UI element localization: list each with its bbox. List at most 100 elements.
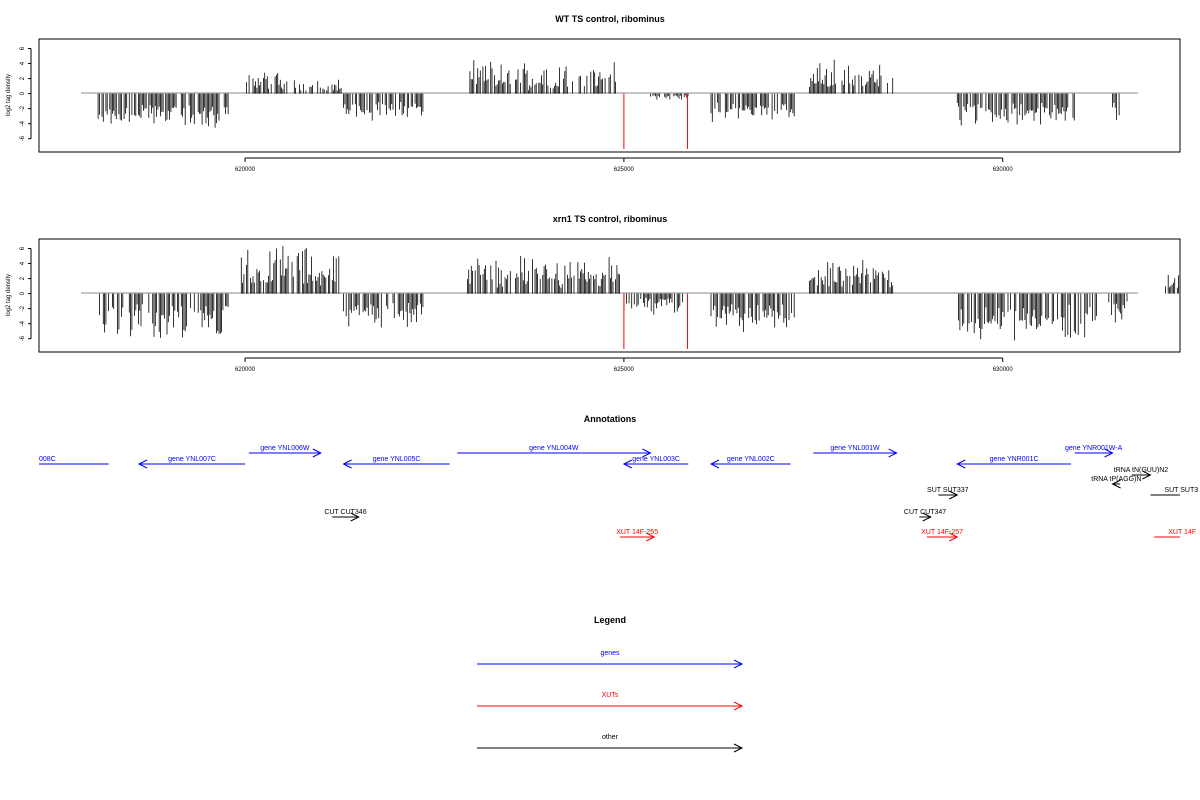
annotation-label: XUT 14F-255 [616, 529, 658, 536]
annotation-label: XUT 14F [1168, 529, 1196, 536]
annotation-label: SUT SUT337 [927, 487, 969, 494]
legend-label: genes [600, 650, 620, 657]
panel-xrn1-markers [623, 293, 689, 349]
legend-entry: XUTs [477, 692, 744, 711]
annotation-label: 008C [39, 456, 56, 463]
y-tick-label: -4 [20, 320, 26, 326]
legend-arrowhead [733, 701, 744, 711]
annotation-feature: SUT SUT337 [927, 487, 969, 500]
arrowhead-right [922, 512, 932, 522]
panel-wt-bars [97, 59, 1120, 128]
arrowhead-right [645, 532, 656, 542]
panel-xrn1-frame [38, 238, 1181, 353]
arrowhead-right [350, 512, 360, 522]
legend-entry: genes [477, 650, 744, 669]
y-tick-label: -2 [20, 305, 26, 311]
x-tick-label: 620000 [235, 367, 256, 373]
annotation-feature: gene YNL007C [137, 456, 246, 469]
annotation-label: CUT CUT347 [904, 509, 946, 516]
y-tick-label: -6 [20, 335, 26, 341]
panel-wt-x-axis: 620000 625000 630000 [235, 157, 1014, 173]
panel-xrn1-y-axis: -6 -4 -2 0 2 4 6 [20, 246, 32, 341]
panel-wt-y-axis: -6 -4 -2 0 2 4 6 [20, 46, 32, 141]
y-tick-label: 6 [20, 246, 26, 250]
panel-xrn1-ylabel: log2 tag density [6, 274, 12, 316]
y-tick-label: 2 [20, 276, 26, 280]
annotation-feature: 008C [39, 456, 109, 465]
panel-wt-title: WT TS control, ribominus [555, 14, 665, 24]
panel-wt-frame [38, 38, 1181, 153]
panel-xrn1: xrn1 TS control, ribominus log2 tag dens… [6, 214, 1181, 373]
annotation-feature: gene YNL006W [248, 445, 322, 458]
annotation-feature: XUT 14F-257 [921, 529, 963, 542]
annotation-feature: gene YNR001W-A [1065, 445, 1123, 458]
x-tick-label: 625000 [614, 167, 635, 173]
arrowhead-left [1111, 479, 1121, 489]
annotation-label: gene YNL007C [168, 456, 216, 463]
annotation-label: gene YNL003C [632, 456, 680, 463]
annotation-feature: tRNA tP(AGG)N [1091, 476, 1141, 489]
annotation-feature: gene YNL004W [457, 445, 652, 458]
annotation-label: tRNA tN(GUU)N2 [1114, 467, 1169, 474]
annotation-feature: XUT 14F-255 [616, 529, 658, 542]
annotation-feature: CUT CUT346 [324, 509, 367, 522]
arrowhead-right [1104, 448, 1114, 458]
legend: Legend genes XUTs other [477, 615, 744, 753]
arrowhead-right [642, 448, 652, 458]
arrowhead-left [342, 459, 352, 469]
annotation-label: gene YNL004W [529, 445, 579, 452]
annotation-label: SUT SUT3 [1164, 487, 1198, 494]
annotations-track: Annotations 008C gene YNL007C gene YNL006W… [39, 414, 1198, 542]
arrowhead-left [956, 459, 966, 469]
x-tick-label: 630000 [993, 367, 1014, 373]
x-tick-label: 630000 [993, 167, 1014, 173]
x-tick-label: 620000 [235, 167, 256, 173]
y-tick-label: -2 [20, 105, 26, 111]
panel-xrn1-title: xrn1 TS control, ribominus [553, 214, 668, 224]
annotation-label: XUT 14F-257 [921, 529, 963, 536]
annotation-feature: tRNA tN(GUU)N2 [1114, 467, 1169, 480]
annotation-label: gene YNL006W [260, 445, 310, 452]
legend-entry: other [477, 734, 744, 753]
panel-wt-markers [623, 93, 689, 149]
annotation-feature: gene YNL005C [342, 456, 450, 469]
annotation-feature: gene YNR001C [956, 456, 1071, 469]
annotation-feature: SUT SUT3 [1150, 487, 1198, 496]
annotation-items: 008C gene YNL007C gene YNL006W gene YNL005C… [39, 445, 1198, 542]
annotations-title: Annotations [584, 414, 637, 424]
legend-arrowhead [733, 659, 744, 669]
panel-wt: WT TS control, ribominus log2 tag densit… [6, 14, 1181, 173]
y-tick-label: 0 [20, 291, 26, 295]
annotation-label: CUT CUT346 [324, 509, 366, 516]
annotation-label: gene YNL001W [830, 445, 880, 452]
annotation-label: gene YNL005C [373, 456, 421, 463]
y-tick-label: -4 [20, 120, 26, 126]
annotation-feature: XUT 14F [1154, 529, 1196, 538]
y-tick-label: -6 [20, 135, 26, 141]
legend-label: other [602, 734, 619, 741]
annotation-label: gene YNR001C [990, 456, 1039, 463]
legend-title: Legend [594, 615, 626, 625]
arrowhead-right [312, 448, 322, 458]
arrowhead-right [888, 448, 898, 458]
y-tick-label: 4 [20, 61, 26, 65]
arrowhead-right [1142, 470, 1152, 480]
y-tick-label: 2 [20, 76, 26, 80]
arrowhead-left [709, 459, 720, 469]
y-tick-label: 4 [20, 261, 26, 265]
arrowhead-left [137, 459, 148, 469]
annotation-feature: gene YNL002C [709, 456, 791, 469]
annotation-feature: gene YNL003C [622, 456, 689, 469]
legend-arrowhead [733, 743, 744, 753]
panel-xrn1-bars [99, 246, 1179, 341]
annotation-feature: CUT CUT347 [904, 509, 946, 522]
panel-wt-ylabel: log2 tag density [6, 74, 12, 116]
legend-items: genes XUTs other [477, 650, 744, 753]
arrowhead-right [949, 490, 959, 500]
x-tick-label: 625000 [614, 367, 635, 373]
y-tick-label: 6 [20, 46, 26, 50]
arrowhead-right [949, 532, 959, 542]
panel-xrn1-x-axis: 620000 625000 630000 [235, 357, 1014, 373]
annotation-label: gene YNR001W-A [1065, 445, 1123, 452]
